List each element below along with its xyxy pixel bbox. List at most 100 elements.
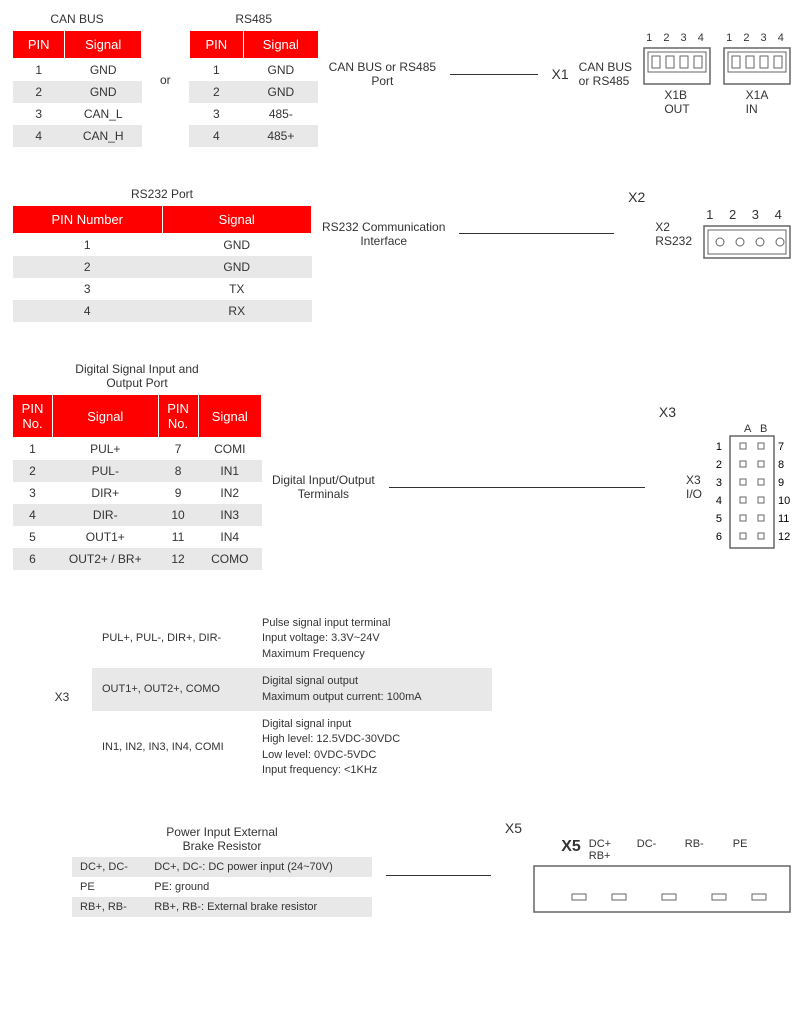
dio-block: Digital Signal Input and Output Port PIN… <box>12 362 262 570</box>
table-cell: RB+, RB-: External brake resistor <box>146 897 372 917</box>
x2-diagram: RS232 Communication Interface X2 X2 RS23… <box>322 187 792 260</box>
x1a-connector: 1 2 3 4 X1A IN <box>722 32 792 116</box>
table-cell: PUL- <box>53 460 159 482</box>
rs485-block: RS485 PIN Signal 1GND2GND3485-4485+ <box>189 12 319 147</box>
connector-icon: A B 172839410511612 <box>712 422 792 552</box>
table-row: 1GND <box>189 59 318 82</box>
canbus-tbody: 1GND2GND3CAN_L4CAN_H <box>13 59 142 148</box>
desc-cell: Pulse signal input terminal Input voltag… <box>252 610 492 668</box>
table-cell: 2 <box>13 81 65 103</box>
table-cell: 4 <box>13 504 53 526</box>
dio-table: PIN No. Signal PIN No. Signal 1PUL+7COMI… <box>12 394 262 570</box>
table-cell: CAN_H <box>65 125 142 147</box>
canbus-block: CAN BUS PIN Signal 1GND2GND3CAN_L4CAN_H <box>12 12 142 147</box>
th-pin: PIN <box>189 31 243 59</box>
x1-mid-right: CAN BUS or RS485 <box>579 60 632 88</box>
table-row: RB+, RB-RB+, RB-: External brake resisto… <box>72 897 372 917</box>
table-row: OUT1+, OUT2+, COMODigital signal output … <box>92 668 492 711</box>
section-x1: CAN BUS PIN Signal 1GND2GND3CAN_L4CAN_H … <box>12 12 792 147</box>
sig-cell: IN1, IN2, IN3, IN4, COMI <box>92 711 252 785</box>
table-cell: 485- <box>244 103 319 125</box>
canbus-title: CAN BUS <box>12 12 142 26</box>
table-row: PEPE: ground <box>72 877 372 897</box>
x5-tbody: DC+, DC-DC+, DC-: DC power input (24~70V… <box>72 857 372 917</box>
rs232-tbody: 1GND2GND3TX4RX <box>13 234 312 323</box>
x5-block: Power Input External Brake Resistor DC+,… <box>72 825 372 917</box>
table-cell: IN1 <box>198 460 261 482</box>
table-row: 1GND <box>13 59 142 82</box>
th-sig1: Signal <box>53 395 159 438</box>
desc-cell: Digital signal input High level: 12.5VDC… <box>252 711 492 785</box>
section-x5: Power Input External Brake Resistor DC+,… <box>12 825 792 917</box>
th-pin2: PIN No. <box>158 395 198 438</box>
table-cell: 485+ <box>244 125 319 147</box>
section-x2: RS232 Port PIN Number Signal 1GND2GND3TX… <box>12 187 792 322</box>
th-signal: Signal <box>162 206 312 234</box>
table-row: 2GND <box>13 256 312 278</box>
x1-left-label: CAN BUS or RS485 Port <box>329 60 436 88</box>
x3-desc-table: PUL+, PUL-, DIR+, DIR-Pulse signal input… <box>92 610 492 785</box>
th-signal: Signal <box>65 31 142 59</box>
th-pin: PIN Number <box>13 206 163 234</box>
table-row: 3TX <box>13 278 312 300</box>
table-cell: 1 <box>189 59 243 82</box>
svg-text:A: A <box>744 423 752 435</box>
x2-mid-right: X2 RS232 <box>655 220 692 248</box>
table-cell: DIR+ <box>53 482 159 504</box>
th-pin1: PIN No. <box>13 395 53 438</box>
table-row: 1GND <box>13 234 312 257</box>
connector-icon <box>532 864 792 914</box>
th-sig2: Signal <box>198 395 261 438</box>
th-signal: Signal <box>244 31 319 59</box>
svg-text:4: 4 <box>716 495 722 507</box>
table-cell: 3 <box>13 278 163 300</box>
table-cell: CAN_L <box>65 103 142 125</box>
x1-mid: X1 <box>552 66 569 82</box>
x5-lbl1: DC- <box>637 838 677 850</box>
table-cell: 1 <box>13 438 53 461</box>
svg-text:9: 9 <box>778 477 784 489</box>
table-cell: 7 <box>158 438 198 461</box>
x5-lbl0: DC+ RB+ <box>589 838 629 862</box>
table-row: IN1, IN2, IN3, IN4, COMIDigital signal i… <box>92 711 492 785</box>
svg-text:8: 8 <box>778 459 784 471</box>
rs485-tbody: 1GND2GND3485-4485+ <box>189 59 318 148</box>
table-cell: COMI <box>198 438 261 461</box>
table-row: 1PUL+7COMI <box>13 438 262 461</box>
table-cell: 5 <box>13 526 53 548</box>
table-row: PUL+, PUL-, DIR+, DIR-Pulse signal input… <box>92 610 492 668</box>
x5-title: Power Input External Brake Resistor <box>72 825 372 853</box>
table-cell: GND <box>244 81 319 103</box>
table-cell: 9 <box>158 482 198 504</box>
x5-table: DC+, DC-DC+, DC-: DC power input (24~70V… <box>72 857 372 917</box>
svg-text:1: 1 <box>716 441 722 453</box>
table-cell: IN4 <box>198 526 261 548</box>
x3-diagram: Digital Input/Output Terminals X3 X3 I/O… <box>272 362 792 552</box>
x3-connector: A B 172839410511612 <box>712 422 792 552</box>
connector-icon <box>722 46 792 86</box>
section-x3-desc: X3 PUL+, PUL-, DIR+, DIR-Pulse signal in… <box>42 610 792 785</box>
connector-icon <box>702 224 792 260</box>
dio-tbody: 1PUL+7COMI2PUL-8IN13DIR+9IN24DIR-10IN35O… <box>13 438 262 571</box>
x2-connector: 1 2 3 4 <box>702 207 792 260</box>
table-cell: 3 <box>13 482 53 504</box>
table-cell: 2 <box>189 81 243 103</box>
x1-diagram: CAN BUS or RS485 Port X1 CAN BUS or RS48… <box>329 12 792 116</box>
table-cell: 2 <box>13 460 53 482</box>
x5-lbl2: RB- <box>685 838 725 850</box>
dio-title: Digital Signal Input and Output Port <box>12 362 262 390</box>
x5-conn-title: X5 <box>561 838 581 856</box>
table-row: 3CAN_L <box>13 103 142 125</box>
table-cell: COMO <box>198 548 261 570</box>
x5-diagram: X5 X5 DC+ RB+ DC- RB- PE <box>382 828 792 914</box>
table-cell: 8 <box>158 460 198 482</box>
rs485-title: RS485 <box>189 12 319 26</box>
table-row: 2GND <box>13 81 142 103</box>
svg-text:6: 6 <box>716 531 722 543</box>
rs232-table: PIN Number Signal 1GND2GND3TX4RX <box>12 205 312 322</box>
table-cell: TX <box>162 278 312 300</box>
table-cell: 3 <box>13 103 65 125</box>
table-cell: GND <box>162 256 312 278</box>
table-cell: DC+, DC-: DC power input (24~70V) <box>146 857 372 877</box>
x2-mid: X2 <box>628 189 645 205</box>
